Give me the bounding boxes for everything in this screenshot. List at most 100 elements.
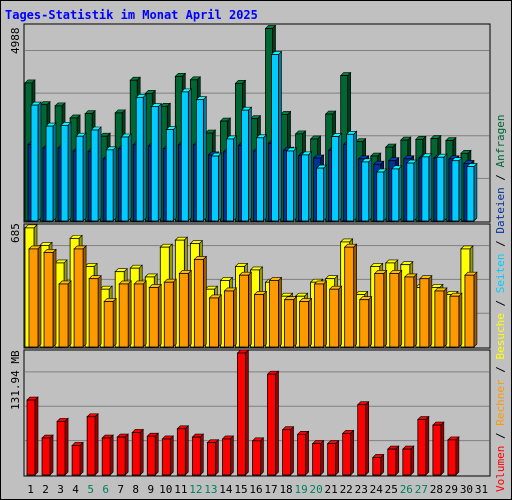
x-tick-label: 19 bbox=[294, 483, 307, 496]
bar-volumen-day-12 bbox=[191, 436, 201, 476]
bar-side-rechner bbox=[413, 273, 418, 348]
x-tick-label: 30 bbox=[460, 483, 473, 496]
bar-side-volumen bbox=[245, 349, 249, 476]
bar-side-volumen bbox=[185, 425, 189, 476]
bar-seiten-day-13 bbox=[210, 155, 219, 222]
bar-volumen-day-6 bbox=[101, 437, 111, 476]
bar-rechner-day-6 bbox=[103, 301, 114, 348]
legend-entry: Anfragen bbox=[494, 114, 507, 167]
bar-rechner-day-2 bbox=[43, 252, 54, 348]
bar-seiten-day-12 bbox=[195, 99, 204, 222]
bar-volumen-day-4 bbox=[71, 445, 81, 476]
bar-side-volumen bbox=[305, 430, 309, 476]
bar-volumen-day-17 bbox=[267, 373, 276, 476]
chart-title: Tages-Statistik im Monat April 2025 bbox=[5, 8, 258, 22]
bar-volumen-day-26 bbox=[402, 448, 412, 476]
bar-side-seiten bbox=[353, 130, 357, 222]
bar-side-seiten bbox=[218, 152, 222, 222]
bar-rechner-day-18 bbox=[284, 299, 294, 348]
bar-seiten-day-7 bbox=[120, 136, 129, 222]
bar-volumen-day-9 bbox=[146, 435, 156, 476]
bar-side-seiten bbox=[413, 159, 418, 222]
bar-side-seiten bbox=[383, 168, 388, 222]
bar-seiten-day-28 bbox=[436, 156, 445, 222]
x-tick-label: 11 bbox=[174, 483, 187, 496]
x-tick-label: 27 bbox=[415, 483, 428, 496]
bar-side-rechner bbox=[37, 245, 42, 348]
bar-side-volumen bbox=[230, 435, 234, 476]
bar-side-volumen bbox=[395, 445, 400, 476]
bar-side-rechner bbox=[112, 297, 117, 348]
bar-side-seiten bbox=[428, 153, 433, 222]
bar-side-rechner bbox=[473, 271, 478, 348]
x-tick-label: 4 bbox=[72, 483, 79, 496]
panel-top bbox=[23, 23, 491, 223]
bar-side-volumen bbox=[34, 396, 39, 476]
bar-volumen-day-21 bbox=[327, 443, 337, 476]
bar-rechner-day-4 bbox=[73, 248, 84, 348]
legend-entry: / bbox=[494, 167, 507, 187]
bar-side-rechner bbox=[218, 294, 222, 348]
bar-rechner-day-21 bbox=[329, 288, 340, 348]
bar-side-rechner bbox=[127, 280, 132, 348]
bar-side-rechner bbox=[293, 295, 297, 348]
x-tick-label: 21 bbox=[325, 483, 338, 496]
bar-side-rechner bbox=[67, 280, 72, 348]
bar-rechner-day-19 bbox=[299, 301, 309, 348]
bar-side-volumen bbox=[440, 421, 445, 476]
legend-entry: / bbox=[494, 293, 507, 313]
bar-rechner-day-1 bbox=[28, 248, 39, 348]
bar-volumen-day-25 bbox=[387, 448, 397, 476]
bar-side-volumen bbox=[109, 434, 114, 476]
bar-rechner-day-22 bbox=[344, 246, 355, 348]
bar-rechner-day-9 bbox=[148, 287, 159, 348]
bar-seiten-day-29 bbox=[451, 160, 460, 222]
bar-rechner-day-8 bbox=[133, 283, 144, 348]
bar-side-rechner bbox=[233, 287, 237, 348]
bar-rechner-day-29 bbox=[449, 295, 460, 348]
x-tick-label: 10 bbox=[159, 483, 172, 496]
bar-side-seiten bbox=[157, 102, 162, 222]
bar-side-seiten bbox=[443, 153, 448, 222]
bar-volumen-day-29 bbox=[447, 439, 457, 476]
bar-side-seiten bbox=[142, 93, 147, 222]
bar-rechner-day-20 bbox=[314, 283, 325, 348]
x-tick-label: 12 bbox=[189, 483, 202, 496]
bar-side-volumen bbox=[200, 433, 204, 476]
bar-rechner-day-27 bbox=[419, 278, 430, 348]
bar-rechner-day-26 bbox=[404, 276, 415, 348]
bar-seiten-day-3 bbox=[60, 124, 69, 222]
bar-rechner-day-11 bbox=[178, 273, 189, 348]
bar-side-rechner bbox=[82, 245, 87, 348]
bar-side-volumen bbox=[124, 433, 129, 476]
bar-side-seiten bbox=[323, 164, 327, 222]
bar-side-rechner bbox=[383, 269, 388, 348]
bar-side-rechner bbox=[188, 269, 192, 348]
bar-side-volumen bbox=[49, 434, 54, 476]
bar-side-volumen bbox=[94, 413, 99, 476]
bar-rechner-day-13 bbox=[208, 297, 219, 348]
bar-side-rechner bbox=[398, 269, 403, 348]
legend-entry: / bbox=[494, 426, 507, 446]
bar-side-seiten bbox=[233, 135, 237, 222]
legend-entry: / bbox=[494, 360, 507, 380]
x-tick-label: 25 bbox=[385, 483, 398, 496]
bar-rechner-day-7 bbox=[118, 283, 129, 348]
top-y-max-label: 4988 bbox=[9, 28, 22, 55]
bar-side-volumen bbox=[169, 435, 174, 476]
bar-rechner-day-12 bbox=[193, 259, 204, 348]
bar-seiten-day-6 bbox=[105, 149, 114, 222]
bar-side-volumen bbox=[260, 437, 264, 476]
bar-seiten-day-11 bbox=[180, 91, 189, 222]
panel-middle bbox=[23, 223, 491, 349]
x-tick-label: 3 bbox=[57, 483, 64, 496]
x-tick-label: 24 bbox=[370, 483, 384, 496]
x-tick-label: 29 bbox=[445, 483, 458, 496]
bar-seiten-day-10 bbox=[165, 129, 174, 222]
bar-side-seiten bbox=[112, 146, 117, 222]
legend-entry: Besuche bbox=[494, 313, 507, 359]
x-tick-label: 1 bbox=[27, 483, 34, 496]
bar-side-seiten bbox=[82, 132, 87, 222]
x-tick-label: 15 bbox=[234, 483, 247, 496]
bar-seiten-day-15 bbox=[241, 109, 249, 222]
